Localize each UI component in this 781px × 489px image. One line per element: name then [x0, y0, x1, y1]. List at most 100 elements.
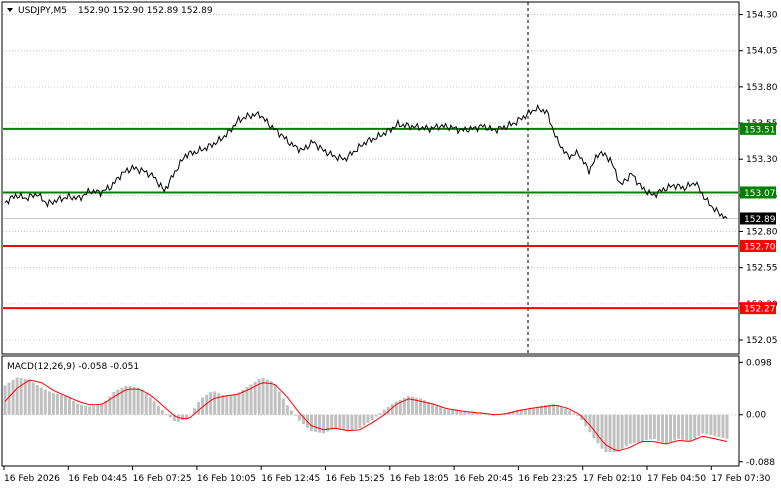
- time-tick-label: 16 Feb 2026: [4, 474, 60, 484]
- macd-bar: [112, 392, 116, 415]
- price-tick-label: 152.05: [746, 336, 778, 346]
- macd-bar: [620, 414, 624, 449]
- macd-bar: [535, 406, 539, 415]
- macd-bar: [293, 414, 297, 416]
- macd-bar: [471, 412, 475, 415]
- macd-bar: [548, 404, 551, 415]
- macd-bar: [15, 377, 19, 415]
- macd-bar: [402, 398, 406, 415]
- macd-bar: [19, 378, 23, 415]
- macd-bar: [3, 385, 7, 415]
- macd-bar: [172, 414, 176, 421]
- macd-bar: [237, 392, 241, 415]
- time-tick-label: 16 Feb 15:25: [326, 474, 385, 484]
- current-price-label: 152.89: [740, 212, 776, 225]
- time-tick-label: 16 Feb 20:45: [454, 474, 513, 484]
- macd-bar: [35, 385, 39, 415]
- macd-axis: 0.098 0.00 -0.088: [739, 358, 775, 468]
- price-tick-label: 153.80: [746, 83, 778, 93]
- macd-bar: [358, 414, 362, 428]
- macd-bar: [60, 395, 63, 415]
- macd-bar: [398, 399, 402, 415]
- macd-bar: [128, 385, 132, 415]
- price-panel[interactable]: [1, 1, 740, 355]
- macd-bar: [487, 414, 491, 416]
- macd-bar: [334, 414, 338, 429]
- price-tick-label: 152.55: [746, 264, 778, 274]
- macd-bar: [132, 386, 136, 415]
- macd-bar: [160, 410, 164, 415]
- macd-bar: [124, 385, 128, 415]
- macd-bar: [84, 405, 88, 415]
- macd-signal-line: [4, 379, 728, 452]
- macd-bar: [693, 414, 697, 439]
- macd-bar: [362, 414, 366, 426]
- macd-bar: [249, 384, 253, 415]
- macd-bar: [576, 414, 580, 416]
- macd-bar: [451, 410, 455, 415]
- price-line: [4, 103, 728, 220]
- macd-bar: [181, 414, 184, 420]
- macd-bar: [285, 405, 289, 415]
- macd-bar: [705, 414, 709, 435]
- macd-bar: [55, 394, 59, 415]
- macd-bar: [64, 395, 67, 415]
- macd-bar: [656, 414, 660, 441]
- macd-bar: [27, 379, 31, 415]
- macd-bar: [467, 411, 471, 415]
- macd-bar: [217, 393, 221, 415]
- macd-bar: [366, 414, 370, 423]
- symbol-dropdown-icon[interactable]: [7, 8, 13, 12]
- macd-bar: [427, 402, 430, 415]
- macd-bar: [669, 414, 672, 442]
- time-tick-label: 16 Feb 04:45: [68, 474, 127, 484]
- macd-bar: [414, 397, 418, 415]
- macd-bar: [205, 394, 209, 415]
- macd-bar: [322, 414, 326, 434]
- macd-bar: [552, 404, 556, 415]
- macd-bar: [213, 391, 217, 415]
- macd-bar: [273, 384, 277, 415]
- macd-bar: [330, 414, 334, 430]
- macd-bar: [51, 393, 55, 415]
- macd-bar: [176, 414, 180, 422]
- macd-histogram: [3, 377, 729, 453]
- macd-bar: [588, 414, 592, 433]
- macd-bar: [193, 408, 197, 415]
- macd-bar: [302, 414, 305, 425]
- macd-bar: [604, 414, 608, 453]
- macd-bar: [370, 414, 374, 421]
- time-tick-label: 16 Feb 07:25: [133, 474, 192, 484]
- macd-bar: [443, 409, 447, 415]
- macd-bar: [23, 379, 27, 415]
- macd-bar: [277, 391, 281, 415]
- macd-bar: [640, 414, 644, 442]
- macd-bar: [281, 398, 285, 415]
- macd-bar: [185, 414, 188, 419]
- macd-bar: [92, 406, 96, 415]
- macd-bar: [636, 414, 640, 443]
- level-label-bg: [740, 186, 776, 199]
- macd-bar: [665, 414, 668, 444]
- macd-bar: [519, 409, 523, 415]
- macd-bar: [515, 409, 519, 415]
- macd-title: MACD(12,26,9) -0.058 -0.051: [7, 362, 139, 372]
- macd-bar: [144, 393, 148, 415]
- macd-bar: [289, 410, 293, 415]
- macd-bar: [511, 410, 515, 415]
- price-tick-label: 153.30: [746, 155, 778, 165]
- macd-bar: [233, 393, 237, 415]
- macd-bar: [644, 414, 648, 441]
- macd-bar: [479, 413, 483, 415]
- macd-bar: [455, 410, 459, 415]
- macd-bar: [253, 381, 257, 415]
- macd-bar: [72, 400, 76, 415]
- macd-bar: [168, 414, 172, 418]
- macd-bar: [96, 405, 100, 415]
- macd-bar: [475, 413, 479, 415]
- macd-bar: [544, 404, 547, 415]
- macd-bar: [88, 406, 92, 415]
- macd-bar: [241, 389, 245, 415]
- macd-bar: [568, 410, 572, 415]
